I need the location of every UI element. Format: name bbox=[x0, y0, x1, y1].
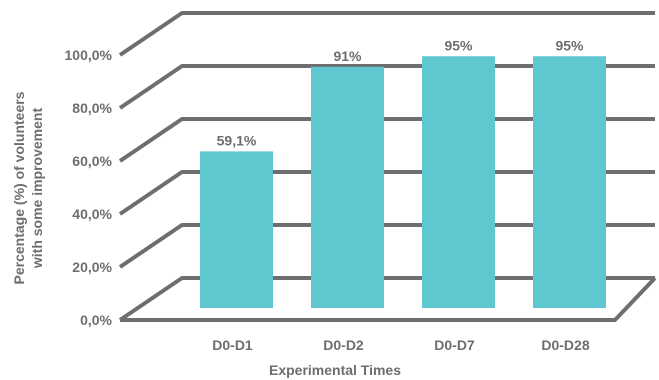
x-tick-label: D0-D7 bbox=[434, 337, 475, 353]
y-tick-label: 60,0% bbox=[72, 153, 112, 169]
y-tick-label: 0,0% bbox=[80, 312, 112, 328]
data-label: 95% bbox=[555, 37, 584, 53]
gridline bbox=[118, 117, 655, 163]
gridline bbox=[118, 11, 655, 57]
bar bbox=[422, 56, 495, 308]
y-tick-label: 80,0% bbox=[72, 100, 112, 116]
y-axis-title: Percentage (%) of volunteers with some i… bbox=[11, 91, 45, 284]
x-tick-label: D0-D2 bbox=[323, 337, 364, 353]
x-tick-labels: D0-D1 D0-D2 D0-D7 D0-D28 bbox=[212, 337, 590, 353]
y-tick-labels: 0,0% 20,0% 40,0% 60,0% 80,0% 100,0% bbox=[65, 47, 113, 328]
data-label: 91% bbox=[333, 48, 362, 64]
gridline bbox=[118, 276, 655, 322]
bar bbox=[200, 151, 273, 308]
gridline bbox=[118, 223, 655, 269]
data-label: 95% bbox=[444, 37, 473, 53]
data-labels: 59,1% 91% 95% 95% bbox=[217, 37, 584, 148]
bar bbox=[311, 66, 384, 308]
y-tick-label: 40,0% bbox=[72, 206, 112, 222]
y-tick-label: 20,0% bbox=[72, 259, 112, 275]
x-tick-label: D0-D1 bbox=[212, 337, 253, 353]
bars bbox=[200, 56, 606, 308]
x-axis-title: Experimental Times bbox=[269, 362, 401, 378]
y-axis-title-line-2: with some improvement bbox=[29, 108, 45, 270]
gridline bbox=[118, 170, 655, 216]
data-label: 59,1% bbox=[217, 132, 257, 148]
y-axis-title-line-1: Percentage (%) of volunteers bbox=[11, 91, 27, 284]
gridline bbox=[118, 64, 655, 110]
gridlines bbox=[118, 11, 657, 322]
x-tick-label: D0-D28 bbox=[541, 337, 589, 353]
y-tick-label: 100,0% bbox=[65, 47, 113, 63]
bar bbox=[533, 56, 606, 308]
floor-edge bbox=[120, 276, 657, 322]
